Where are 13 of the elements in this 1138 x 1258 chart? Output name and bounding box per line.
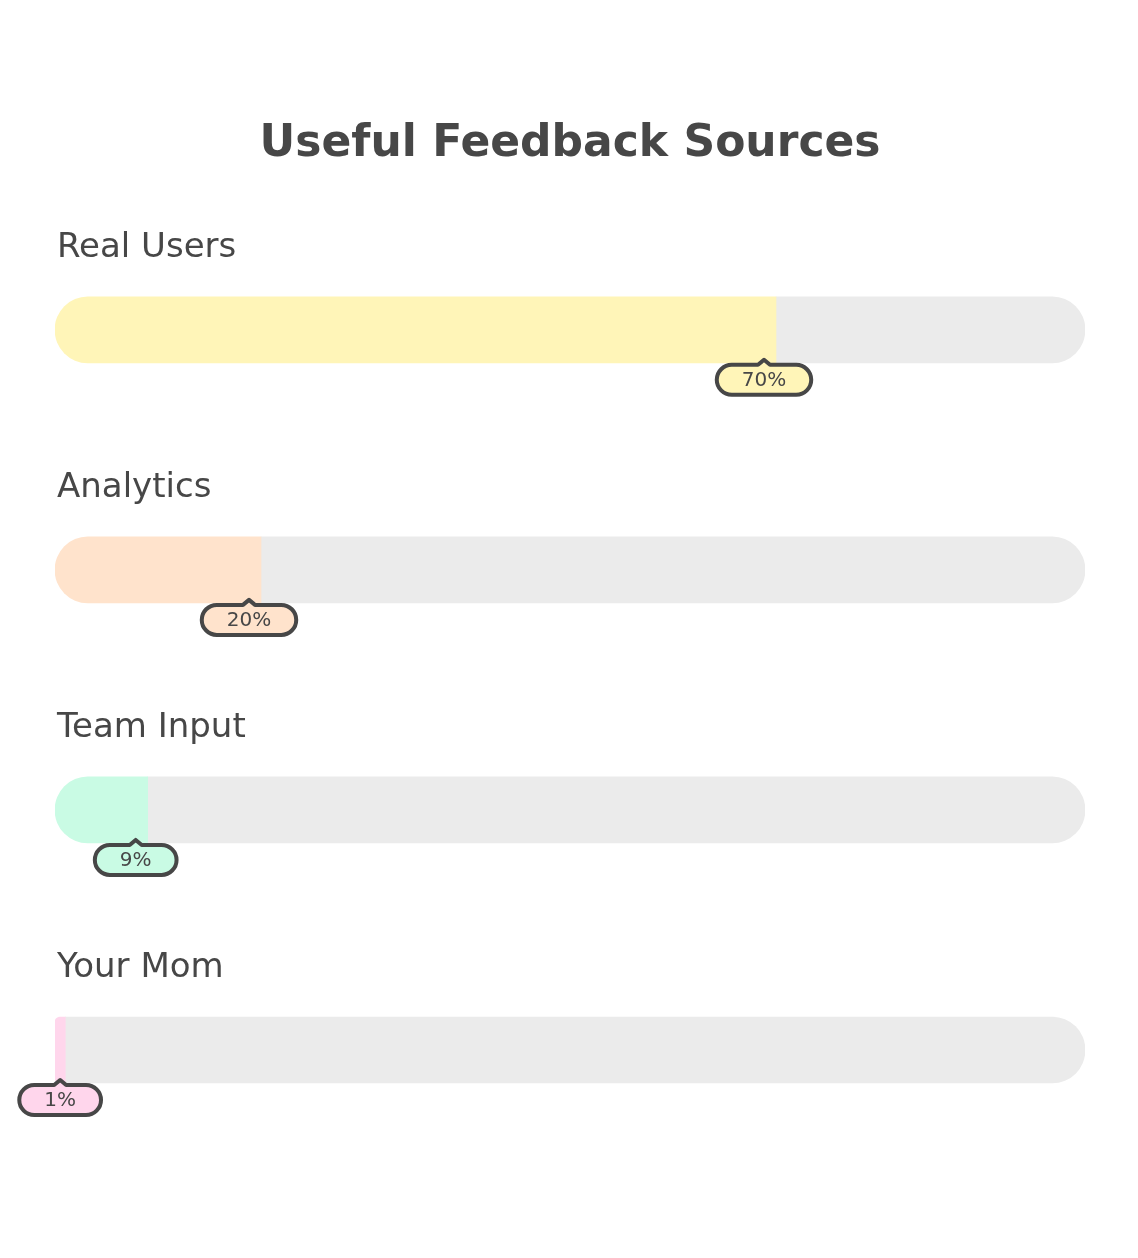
bar [147,776,1085,844]
data-label: 9% [119,847,152,872]
y-tick-label: Real Users [57,224,237,265]
bar [775,296,1085,364]
y-tick-label: Your Mom [56,944,224,985]
bar [64,1016,1085,1084]
y-tick-label: Analytics [57,464,212,505]
y-tick-label: Team Input [56,704,246,745]
data-label: 1% [44,1087,77,1112]
data-label: 20% [226,607,272,632]
bar [260,536,1085,604]
chart-title: Useful Feedback Sources [259,114,881,166]
data-label: 70% [741,367,787,392]
